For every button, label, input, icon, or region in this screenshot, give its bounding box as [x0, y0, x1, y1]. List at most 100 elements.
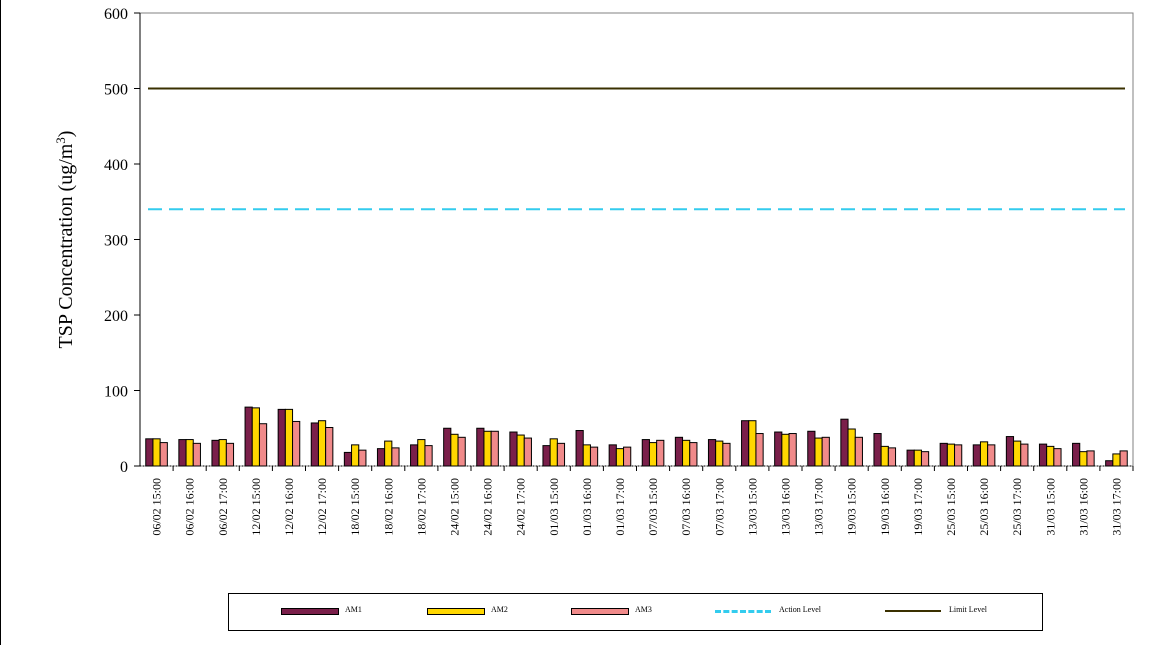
x-tick-label: 19/03 16:00 [878, 478, 892, 536]
bar-am1-22 [873, 433, 882, 467]
x-tick-label: 24/02 15:00 [447, 478, 461, 536]
x-tick-label: 12/02 17:00 [315, 478, 329, 536]
legend-label-am2: AM2 [491, 605, 508, 614]
bar-am1-7 [376, 448, 386, 467]
y-tick-label: 0 [120, 459, 128, 476]
bar-am3-2 [225, 442, 235, 467]
x-tick-label: 24/02 16:00 [481, 478, 495, 536]
bar-am1-14 [608, 444, 617, 467]
plot-area [139, 12, 1134, 467]
bar-am1-1 [178, 439, 187, 467]
legend-swatch-am3 [571, 608, 629, 615]
bar-am3-13 [589, 446, 599, 467]
y-tick-label: 600 [104, 6, 128, 23]
bar-am3-8 [424, 445, 433, 467]
bar-am2-2 [218, 439, 227, 467]
bar-am3-14 [623, 446, 632, 467]
bar-am3-21 [854, 436, 863, 467]
bar-am2-14 [615, 448, 625, 467]
bar-am1-18 [741, 420, 750, 467]
x-tick-label: 18/02 17:00 [414, 478, 428, 536]
bar-am2-3 [251, 407, 260, 467]
bar-am3-7 [391, 447, 400, 467]
x-tick-label: 06/02 16:00 [183, 478, 197, 536]
bar-am2-0 [152, 438, 161, 467]
x-tick-label: 13/03 17:00 [812, 478, 826, 536]
bar-am1-12 [542, 445, 551, 467]
chart-legend: AM1 AM2 AM3 Action Level Limit Level [228, 593, 1043, 631]
frame-left-border [0, 0, 1, 645]
bar-am2-25 [979, 441, 989, 467]
bar-am2-28 [1079, 451, 1088, 467]
bar-am1-27 [1038, 443, 1048, 467]
bar-am3-9 [457, 436, 466, 467]
bar-am2-29 [1112, 453, 1121, 467]
legend-label-action-level: Action Level [779, 605, 821, 614]
x-tick-label: 25/03 16:00 [977, 478, 991, 536]
bar-am1-28 [1072, 442, 1081, 467]
bar-am2-6 [351, 444, 360, 467]
y-tick-label: 300 [104, 233, 128, 250]
bar-am3-18 [755, 433, 764, 467]
x-tick-label: 19/03 15:00 [845, 478, 859, 536]
x-tick-label: 07/03 16:00 [679, 478, 693, 536]
legend-label-limit-level: Limit Level [949, 605, 987, 614]
x-tick-label: 06/02 15:00 [150, 478, 164, 536]
bar-am3-20 [821, 436, 830, 467]
bar-am3-11 [523, 437, 532, 467]
bar-am1-0 [145, 438, 154, 467]
bar-am2-27 [1046, 445, 1055, 467]
bar-am1-21 [840, 418, 849, 467]
bar-am3-22 [887, 447, 897, 467]
bar-am2-13 [582, 444, 591, 467]
bar-am2-17 [715, 440, 724, 467]
bar-am1-24 [939, 442, 948, 467]
bar-am1-17 [707, 439, 717, 467]
x-tick-label: 13/03 16:00 [778, 478, 792, 536]
x-tick-label: 06/02 17:00 [216, 478, 230, 536]
bar-am2-26 [1013, 440, 1022, 467]
x-tick-label: 12/02 16:00 [282, 478, 296, 536]
bar-am1-6 [343, 451, 353, 467]
bar-am3-27 [1053, 448, 1062, 467]
bar-am1-8 [410, 444, 419, 467]
bar-am3-0 [159, 442, 168, 467]
legend-line-limit-level [885, 610, 941, 612]
bar-am3-10 [490, 430, 499, 467]
x-tick-label: 18/02 16:00 [381, 478, 395, 536]
bar-am1-16 [674, 436, 684, 467]
bar-am2-9 [450, 433, 459, 467]
bar-am1-20 [807, 430, 816, 467]
bar-am2-16 [682, 439, 691, 467]
x-tick-label: 25/03 15:00 [944, 478, 958, 536]
bar-am2-15 [648, 442, 658, 467]
bar-am3-3 [258, 423, 268, 467]
x-tick-label: 25/03 17:00 [1010, 478, 1024, 536]
x-tick-label: 31/03 15:00 [1043, 478, 1057, 536]
bar-am3-4 [292, 420, 301, 467]
bar-am1-26 [1005, 436, 1015, 467]
bar-am2-5 [317, 420, 327, 467]
x-tick-label: 07/03 17:00 [712, 478, 726, 536]
bar-am3-17 [722, 442, 731, 467]
bar-am3-24 [954, 444, 963, 467]
legend-swatch-am1 [281, 608, 339, 615]
bar-am2-1 [185, 439, 194, 467]
x-tick-label: 01/03 16:00 [580, 478, 594, 536]
x-tick-label: 18/02 15:00 [348, 478, 362, 536]
bar-am1-9 [443, 427, 452, 467]
legend-label-am1: AM1 [345, 605, 362, 614]
bar-am3-12 [556, 442, 566, 467]
y-axis-title: TSP Concentration (ug/m3) [53, 131, 78, 349]
bar-am2-10 [483, 430, 492, 467]
x-tick-label: 01/03 17:00 [613, 478, 627, 536]
bar-am3-28 [1086, 450, 1095, 467]
bar-am2-4 [284, 408, 294, 467]
x-tick-label: 07/03 15:00 [646, 478, 660, 536]
bar-am1-2 [211, 439, 220, 467]
bar-am2-19 [781, 433, 790, 467]
bar-am2-8 [417, 439, 426, 467]
bar-am2-20 [814, 437, 823, 467]
bar-am2-12 [549, 438, 558, 467]
